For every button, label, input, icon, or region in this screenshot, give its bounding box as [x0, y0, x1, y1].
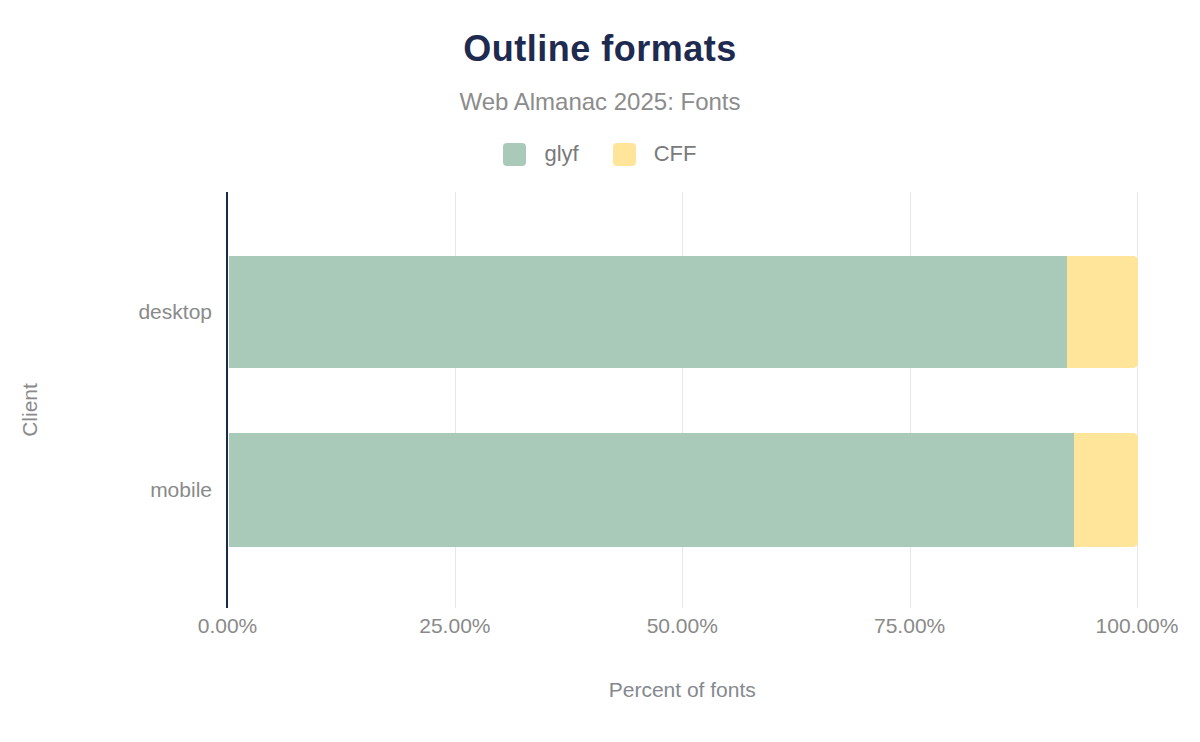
category-label-mobile: mobile — [0, 476, 212, 504]
x-tick-label-100: 100.00% — [1096, 614, 1179, 638]
legend-swatch-cff — [613, 143, 636, 166]
bar-row-mobile — [229, 433, 1138, 547]
bar-segment-desktop-glyf[interactable] — [229, 256, 1068, 368]
x-tick-label-25: 25.00% — [419, 614, 490, 638]
legend: glyf CFF — [0, 141, 1200, 167]
legend-item-cff[interactable]: CFF — [613, 141, 697, 167]
legend-label: CFF — [654, 141, 697, 167]
chart-subtitle: Web Almanac 2025: Fonts — [0, 88, 1200, 116]
x-axis-title: Percent of fonts — [609, 678, 756, 702]
legend-item-glyf[interactable]: glyf — [503, 141, 578, 167]
bar-segment-desktop-cff[interactable] — [1067, 256, 1138, 368]
y-axis-title: Client — [18, 383, 42, 437]
bar-row-desktop — [229, 256, 1138, 368]
bar-segment-mobile-cff[interactable] — [1074, 433, 1138, 547]
x-tick-label-0: 0.00% — [198, 614, 258, 638]
legend-swatch-glyf — [503, 143, 526, 166]
chart-title: Outline formats — [0, 28, 1200, 70]
bar-segment-mobile-glyf[interactable] — [229, 433, 1075, 547]
category-label-desktop: desktop — [0, 298, 212, 326]
outline-formats-chart: Outline formats Web Almanac 2025: Fonts … — [0, 0, 1200, 742]
x-tick-label-75: 75.00% — [874, 614, 945, 638]
x-tick-label-50: 50.00% — [647, 614, 718, 638]
legend-label: glyf — [544, 141, 578, 167]
